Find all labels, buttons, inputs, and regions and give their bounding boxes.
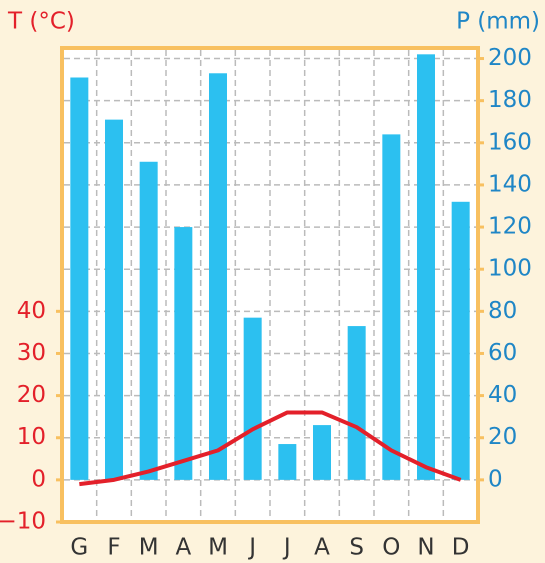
- bar: [243, 317, 262, 480]
- x-tick-label: A: [314, 535, 330, 561]
- x-tick-label: F: [107, 535, 120, 561]
- x-tick-label: M: [208, 535, 228, 561]
- y2-tick-label: 40: [488, 382, 517, 408]
- y2-tick-label: 80: [488, 298, 517, 324]
- bar: [139, 161, 158, 480]
- y2-axis-title: P (mm): [456, 9, 540, 35]
- x-tick-label: D: [452, 535, 470, 561]
- bar: [70, 77, 89, 480]
- x-tick-label: G: [70, 535, 88, 561]
- y-tick-label: −10: [0, 509, 46, 535]
- bar: [313, 425, 331, 480]
- bar: [417, 54, 435, 480]
- y-tick-label: 30: [17, 340, 46, 366]
- y2-tick-label: 100: [488, 256, 532, 282]
- bar: [382, 134, 401, 480]
- y-axis-title: T (°C): [7, 9, 75, 35]
- line: [79, 410, 462, 487]
- bar: [451, 201, 470, 480]
- bar: [347, 326, 366, 480]
- bar: [278, 444, 297, 480]
- y2-tick-label: 0: [488, 466, 503, 492]
- x-tick-label: S: [349, 535, 364, 561]
- y2-tick-label: 60: [488, 340, 517, 366]
- bar: [174, 227, 193, 480]
- bar: [105, 119, 123, 480]
- y2-tick-label: 180: [488, 87, 532, 113]
- x-tick-label: N: [417, 535, 434, 561]
- y2-tick-label: 140: [488, 171, 532, 197]
- x-tick-label: J: [282, 535, 291, 561]
- y2-tick-label: 160: [488, 129, 532, 155]
- y-tick-label: 40: [17, 298, 46, 324]
- y-tick-label: 10: [17, 424, 46, 450]
- y2-tick-label: 120: [488, 214, 532, 240]
- y2-tick-label: 20: [488, 424, 517, 450]
- y2-tick-label: 200: [488, 45, 532, 71]
- y-tick-label: 0: [31, 466, 46, 492]
- x-tick-label: J: [247, 535, 256, 561]
- x-tick-label: O: [382, 535, 400, 561]
- x-tick-label: M: [139, 535, 159, 561]
- bar: [209, 73, 227, 480]
- y-tick-label: 20: [17, 382, 46, 408]
- x-tick-label: A: [175, 535, 191, 561]
